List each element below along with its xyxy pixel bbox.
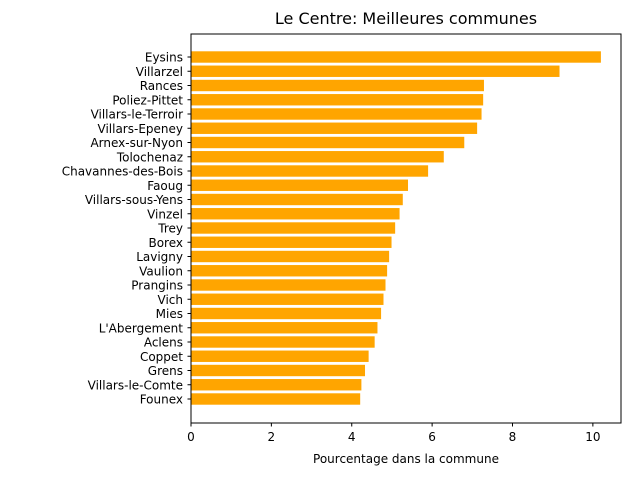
bar bbox=[191, 51, 601, 63]
y-tick-label: Poliez-Pittet bbox=[112, 93, 183, 107]
bar bbox=[191, 336, 375, 348]
y-tick-label: Grens bbox=[148, 364, 183, 378]
y-tick-label: L'Abergement bbox=[99, 321, 184, 335]
bar bbox=[191, 136, 465, 149]
bar bbox=[191, 151, 444, 163]
bar bbox=[191, 79, 484, 92]
y-tick-label: Aclens bbox=[144, 336, 183, 350]
x-tick-label: 4 bbox=[348, 430, 356, 444]
y-tick-label: Tolochenaz bbox=[116, 150, 183, 164]
bar bbox=[191, 250, 390, 263]
y-tick-label: Villars-sous-Yens bbox=[85, 193, 183, 207]
y-tick-label: Chavannes-des-Bois bbox=[62, 165, 183, 179]
y-tick-label: Villars-le-Terroir bbox=[91, 108, 184, 122]
x-tick-label: 6 bbox=[428, 430, 436, 444]
bar bbox=[191, 379, 362, 391]
bar bbox=[191, 179, 409, 191]
bar bbox=[191, 122, 478, 134]
bar bbox=[191, 65, 560, 77]
bar bbox=[191, 193, 403, 206]
y-axis: EysinsVillarzelRancesPoliez-PittetVillar… bbox=[62, 51, 191, 407]
x-tick-label: 10 bbox=[585, 430, 600, 444]
bar bbox=[191, 108, 482, 120]
bar bbox=[191, 364, 366, 377]
bar bbox=[191, 94, 484, 106]
x-axis-label: Pourcentage dans la commune bbox=[313, 452, 499, 466]
bar bbox=[191, 350, 369, 362]
y-tick-label: Founex bbox=[140, 393, 183, 407]
bar bbox=[191, 165, 429, 177]
bar bbox=[191, 393, 361, 405]
bar bbox=[191, 279, 386, 291]
bar bbox=[191, 307, 382, 320]
x-axis: 0 2 4 6 8 10 bbox=[187, 423, 601, 444]
y-tick-label: Eysins bbox=[145, 51, 183, 65]
y-tick-label: Prangins bbox=[131, 279, 183, 293]
y-tick-label: Lavigny bbox=[136, 250, 183, 264]
x-tick-label: 8 bbox=[509, 430, 517, 444]
y-tick-label: Faoug bbox=[147, 179, 183, 193]
bars-layer bbox=[191, 51, 601, 405]
y-tick-label: Vinzel bbox=[147, 207, 183, 221]
bar bbox=[191, 265, 388, 277]
y-tick-label: Coppet bbox=[140, 350, 183, 364]
y-tick-label: Mies bbox=[156, 307, 183, 321]
y-tick-label: Trey bbox=[157, 222, 183, 236]
y-tick-label: Villars-Epeney bbox=[98, 122, 184, 136]
y-tick-label: Vaulion bbox=[139, 264, 183, 278]
bar bbox=[191, 222, 396, 234]
bar bbox=[191, 322, 378, 334]
bar bbox=[191, 293, 384, 305]
chart-title: Le Centre: Meilleures communes bbox=[275, 9, 537, 28]
bar bbox=[191, 236, 392, 248]
x-tick-label: 2 bbox=[268, 430, 276, 444]
y-tick-label: Borex bbox=[148, 236, 183, 250]
y-tick-label: Vich bbox=[158, 293, 183, 307]
y-tick-label: Villarzel bbox=[136, 65, 183, 79]
x-tick-label: 0 bbox=[187, 430, 195, 444]
y-tick-label: Rances bbox=[140, 79, 183, 93]
y-tick-label: Villars-le-Comte bbox=[88, 378, 183, 392]
bar bbox=[191, 208, 400, 220]
y-tick-label: Arnex-sur-Nyon bbox=[90, 136, 183, 150]
